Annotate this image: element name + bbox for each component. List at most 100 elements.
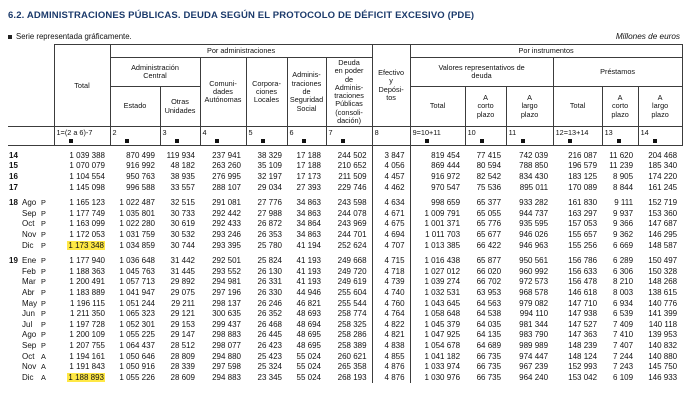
cell-col13: 7 407	[613, 340, 634, 350]
cell-col6: 41 194	[296, 240, 321, 250]
cell-col6: 34 863	[296, 230, 321, 240]
cell-col5: 26 353	[257, 230, 282, 240]
cell-col3: 29 153	[170, 319, 195, 329]
cell-col14: 147 687	[648, 219, 678, 229]
cell-col6: 46 821	[296, 298, 321, 308]
cell-col5: 23 345	[257, 372, 282, 382]
table-row: 18 Ago P 1 165 123 1 022 487 32 515 291 081 27 …	[8, 198, 682, 209]
cell-col1: 1 165 123	[69, 198, 105, 208]
cell-col11: 935 595	[519, 219, 549, 229]
cell-col1: 1 039 388	[69, 150, 105, 160]
cell-col8: 4 675	[371, 219, 411, 231]
column-number-7: 7	[325, 126, 373, 147]
cell-col9: 1 011 703	[425, 230, 461, 240]
row-flag: A	[41, 362, 46, 372]
cell-col8: 4 457	[371, 172, 411, 183]
cell-col3: 32 515	[170, 198, 195, 208]
cell-col3: 31 442	[170, 256, 195, 266]
column-number-2: 2	[109, 126, 161, 147]
cell-col10: 64 689	[476, 340, 502, 350]
cell-col12: 146 618	[568, 288, 598, 297]
cell-col2: 1 050 916	[119, 362, 155, 372]
cell-col14: 150 497	[648, 256, 678, 266]
series-note-label: Serie representada gráficamente.	[16, 32, 132, 41]
cell-col14: 174 220	[648, 172, 678, 182]
col-header-corporaciones-locales: Corpora- ciones Locales	[245, 56, 288, 128]
series-marker-icon	[567, 139, 572, 144]
cell-col12: 183 125	[568, 172, 598, 182]
cell-col10: 66 735	[476, 351, 502, 361]
cell-col10: 66 735	[476, 372, 502, 382]
cell-col12: 156 786	[568, 256, 598, 266]
cell-col1: 1 197 728	[69, 319, 105, 329]
cell-col4: 292 433	[212, 219, 241, 229]
col-header-prestamos: Préstamos	[552, 57, 683, 87]
cell-col1: 1 207 755	[69, 340, 105, 350]
table-row: 19 Ene P 1 177 940 1 036 648 31 442 292 501 25 …	[8, 256, 682, 267]
cell-col4: 298 137	[212, 298, 241, 308]
row-label: Mar	[22, 277, 36, 287]
series-marker-icon	[214, 139, 219, 144]
cell-col14: 139 953	[648, 330, 678, 340]
row-label: 19 Ene	[9, 256, 37, 266]
cell-col11: 964 240	[519, 372, 549, 382]
col-header-valores-largo-plazo: A largo plazo	[505, 85, 554, 128]
cell-col1: 1 172 053	[69, 230, 105, 240]
row-label: Feb	[22, 266, 36, 276]
cell-col8: 4 056	[371, 161, 411, 173]
row-flag	[41, 183, 54, 194]
cell-col3: 29 121	[170, 309, 195, 319]
cell-col11: 989 989	[519, 340, 549, 350]
column-number-9: 9=10+11	[409, 126, 466, 147]
cell-col11: 979 082	[519, 298, 549, 308]
cell-col13: 11 239	[609, 161, 634, 171]
cell-col10: 64 035	[476, 319, 502, 329]
row-flag: P	[41, 340, 46, 350]
row-flag: P	[41, 230, 46, 240]
table-row: Mar P 1 200 491 1 057 713 29 892 294 981 26 33…	[8, 277, 682, 288]
row-flag: P	[41, 288, 46, 297]
cell-col14: 148 268	[648, 277, 678, 287]
cell-col8: 4 694	[371, 230, 411, 241]
row-label: Jul	[22, 319, 33, 329]
col-header-consolidacion: Deuda en poder de Adminis- traciones Púb…	[325, 56, 373, 128]
table-row: Nov A 1 191 843 1 050 916 28 339 297 598 25 32…	[8, 362, 682, 373]
table-row: 17 1 145 098 996 588 33 557 288 107 29 034 27 …	[8, 182, 682, 194]
cell-col10: 64 538	[476, 309, 502, 319]
cell-col14: 140 880	[648, 351, 678, 361]
cell-col7: 258 774	[337, 309, 367, 319]
col-header-administracion-central: Administración Central	[109, 57, 201, 87]
header-numbering-row: 1=(2 a 6)-7 2 3 4 5 6 7 8 9=10+11 10 11 12=13+14 13 1…	[8, 126, 683, 147]
cell-col2: 950 763	[126, 172, 155, 182]
series-marker-icon	[8, 34, 12, 39]
cell-col5: 26 331	[257, 277, 282, 287]
row-label: 16	[9, 172, 18, 182]
cell-col12: 170 089	[568, 182, 598, 192]
cell-col14: 148 587	[648, 240, 678, 250]
row-flag: P	[41, 219, 46, 229]
cell-col6: 44 946	[296, 288, 321, 297]
cell-col10: 66 735	[476, 362, 502, 372]
cell-col5: 26 246	[257, 298, 282, 308]
cell-col2: 1 065 323	[119, 309, 155, 319]
table-row: Jul P 1 197 728 1 052 301 29 153 299 437 26 46…	[8, 319, 682, 331]
cell-col13: 11 620	[609, 150, 634, 160]
cell-col13: 6 539	[613, 309, 634, 319]
cell-col3: 38 935	[170, 172, 195, 182]
cell-col7: 244 701	[337, 230, 367, 240]
cell-col2: 1 055 225	[119, 330, 155, 340]
column-number-5: 5	[245, 126, 288, 147]
cell-col1: 1 188 363	[69, 266, 105, 276]
column-number-12: 12=13+14	[552, 126, 603, 147]
table-row: Feb P 1 188 363 1 045 763 31 445 293 552 26 13…	[8, 266, 682, 278]
cell-col13: 8 003	[613, 288, 634, 297]
row-flag	[41, 172, 54, 183]
cell-col11: 974 447	[519, 351, 549, 361]
row-label: Jun	[22, 309, 35, 319]
cell-col2: 1 055 226	[119, 372, 155, 382]
cell-col10: 66 020	[476, 266, 502, 276]
row-label: Nov	[22, 230, 37, 240]
cell-col7: 258 389	[337, 340, 367, 350]
cell-col4: 294 880	[212, 351, 241, 361]
cell-col11: 967 239	[519, 362, 549, 372]
